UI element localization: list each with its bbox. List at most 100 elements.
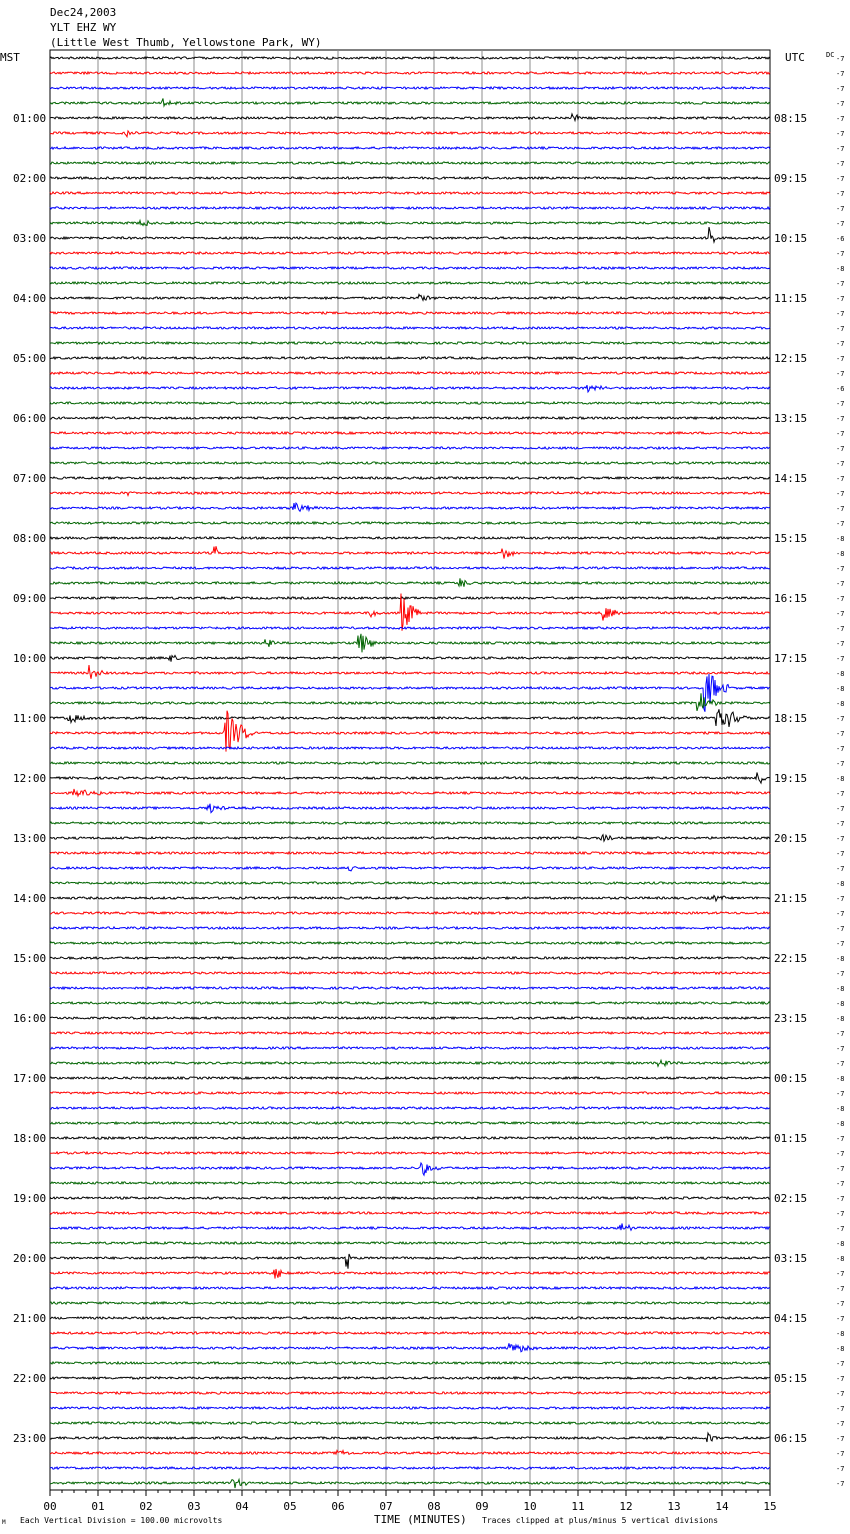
trace-53	[49, 850, 771, 856]
dc-value: -8	[836, 685, 844, 693]
trace-36	[49, 595, 771, 601]
trace-64	[49, 1015, 771, 1021]
trace-4	[49, 112, 771, 123]
utc-label: 05:15	[774, 1372, 807, 1385]
station-location: (Little West Thumb, Yellowstone Park, WY…	[50, 36, 322, 49]
dc-value: -7	[836, 1360, 844, 1368]
utc-label: 08:15	[774, 112, 807, 125]
utc-hour-labels: 08:15 09:15 10:15 11:15 12:15 13:15 14:15 15:15…	[774, 112, 807, 1445]
dc-value: -8	[836, 880, 844, 888]
dc-value: -7	[836, 625, 844, 633]
trace-51	[49, 820, 771, 826]
utc-label: 04:15	[774, 1312, 807, 1325]
trace-20	[50, 355, 771, 361]
mst-label: 14:00	[13, 892, 46, 905]
trace-17	[49, 310, 771, 316]
dc-value: -8	[836, 1330, 844, 1338]
station-code: YLT EHZ WY	[50, 21, 117, 34]
trace-79	[49, 1240, 771, 1246]
dc-value: -8	[836, 1345, 844, 1353]
dc-value: -7	[836, 940, 844, 948]
dc-value: -7	[836, 505, 844, 513]
dc-value: -7	[836, 115, 844, 123]
trace-45	[49, 710, 771, 752]
trace-30	[49, 501, 771, 513]
dc-value: -7	[836, 1060, 844, 1068]
utc-label: 21:15	[774, 892, 807, 905]
trace-72	[49, 1135, 771, 1141]
dc-value: -7	[836, 1480, 844, 1488]
dc-value: -7	[836, 745, 844, 753]
mst-label: 16:00	[13, 1012, 46, 1025]
dc-value: -8	[836, 1015, 844, 1023]
trace-85	[49, 1330, 771, 1336]
dc-value: -7	[836, 85, 844, 93]
trace-94	[49, 1465, 771, 1471]
dc-value: -7	[836, 835, 844, 843]
dc-value: -7	[836, 145, 844, 153]
trace-34	[49, 565, 771, 571]
trace-24	[50, 415, 771, 421]
dc-value: -7	[836, 1465, 844, 1473]
utc-label: 18:15	[774, 712, 807, 725]
trace-9	[49, 190, 771, 196]
mst-label: 15:00	[13, 952, 46, 965]
trace-5	[49, 129, 771, 139]
dc-value: -7	[836, 70, 844, 78]
trace-10	[49, 205, 771, 211]
dc-value: -8	[836, 535, 844, 543]
mst-label: 18:00	[13, 1132, 46, 1145]
trace-90	[50, 1405, 771, 1411]
dc-value: -8	[836, 700, 844, 708]
trace-76	[49, 1195, 771, 1201]
dc-value: -7	[836, 460, 844, 468]
trace-41	[49, 665, 771, 679]
mst-label: 19:00	[13, 1192, 46, 1205]
mst-label: 10:00	[13, 652, 46, 665]
trace-49	[49, 788, 771, 798]
trace-78	[49, 1223, 771, 1232]
trace-0	[49, 55, 771, 61]
x-tick-label: 06	[331, 1500, 344, 1513]
x-tick-label: 12	[619, 1500, 632, 1513]
trace-89	[49, 1390, 771, 1396]
mst-label: 13:00	[13, 832, 46, 845]
trace-80	[50, 1253, 771, 1269]
utc-label: 19:15	[774, 772, 807, 785]
trace-81	[49, 1268, 771, 1279]
trace-26	[49, 445, 771, 451]
trace-55	[49, 880, 771, 886]
dc-value: -7	[836, 430, 844, 438]
dc-value: -7	[836, 595, 844, 603]
trace-22	[49, 384, 771, 394]
trace-84	[49, 1315, 770, 1321]
trace-57	[49, 910, 771, 916]
dc-value: -7	[836, 715, 844, 723]
trace-7	[49, 160, 771, 166]
dc-value: -7	[836, 895, 844, 903]
dc-value: -7	[836, 310, 844, 318]
trace-28	[49, 475, 771, 481]
utc-label: 01:15	[774, 1132, 807, 1145]
dc-value: -7	[836, 1225, 844, 1233]
trace-37	[49, 593, 771, 631]
x-tick-label: 10	[523, 1500, 536, 1513]
mst-label: 05:00	[13, 352, 46, 365]
dc-value: -7	[836, 1390, 844, 1398]
trace-87	[49, 1360, 771, 1366]
dc-value: -7	[836, 1285, 844, 1293]
trace-70	[49, 1105, 771, 1111]
mst-label: 08:00	[13, 532, 46, 545]
trace-11	[49, 218, 771, 227]
dc-value: -7	[836, 1195, 844, 1203]
trace-39	[49, 633, 771, 653]
x-tick-label: 05	[283, 1500, 296, 1513]
utc-label: 20:15	[774, 832, 807, 845]
trace-69	[49, 1090, 771, 1096]
trace-74	[49, 1161, 771, 1177]
right-zone-label: UTC	[785, 51, 805, 64]
dc-value: -7	[836, 1270, 844, 1278]
dc-value: -8	[836, 1120, 844, 1128]
dc-value: -7	[836, 1150, 844, 1158]
dc-value: -7	[836, 580, 844, 588]
